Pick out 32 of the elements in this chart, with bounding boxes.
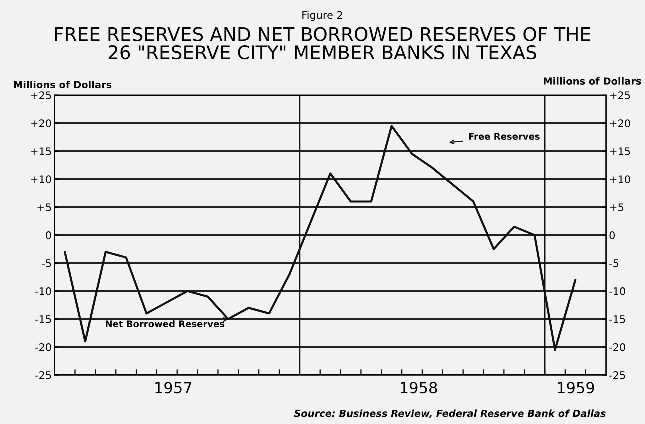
y-tick-label: -15	[36, 316, 52, 324]
y2-tick-label: +5	[610, 204, 624, 212]
y-tick-label: -5	[42, 260, 52, 268]
text: 1958	[401, 382, 438, 394]
y-tick-label: -20	[36, 343, 52, 352]
source-note: Source: Business Review, Federal Reserve Bank of Dallas	[294, 410, 606, 418]
y2-tick-label: 0	[610, 232, 616, 240]
y-tick-label: +10	[31, 176, 52, 184]
y-tick-label: +5	[38, 204, 52, 212]
y2-tick-label: +10	[610, 176, 630, 184]
text: 1957	[156, 382, 192, 394]
y2-tick-label: +15	[610, 148, 630, 156]
y2-tick-label: -5	[610, 260, 619, 268]
text: 1959	[558, 382, 594, 394]
y-tick-label: 0	[46, 232, 52, 240]
y-tick-label: +25	[31, 92, 52, 100]
y2-tick-label: -10	[610, 288, 626, 296]
y2-axis-title: Millions of Dollars	[544, 77, 642, 85]
y-tick-label: +20	[31, 120, 52, 128]
y2-tick-label: -25	[610, 371, 626, 380]
annotation: Net Borrowed Reserves	[106, 320, 225, 328]
y-tick-label: -25	[36, 371, 52, 380]
y2-tick-label: -15	[610, 316, 626, 324]
chart-title: FREE RESERVES AND NET BORROWED RESERVES OF THE 26 "RESERVE CITY" MEMBER BANKS IN TEXAS	[55, 27, 590, 60]
y2-tick-label: -20	[610, 343, 626, 352]
y-axis-title: Millions of Dollars	[14, 81, 112, 89]
y-tick-label: -10	[36, 288, 52, 296]
chart-subtitle: Figure 2	[302, 11, 342, 22]
y-tick-label: +15	[31, 148, 52, 156]
y2-tick-label: +25	[610, 92, 630, 100]
annotation: Free Reserves	[469, 133, 540, 140]
y2-tick-label: +20	[610, 120, 630, 128]
